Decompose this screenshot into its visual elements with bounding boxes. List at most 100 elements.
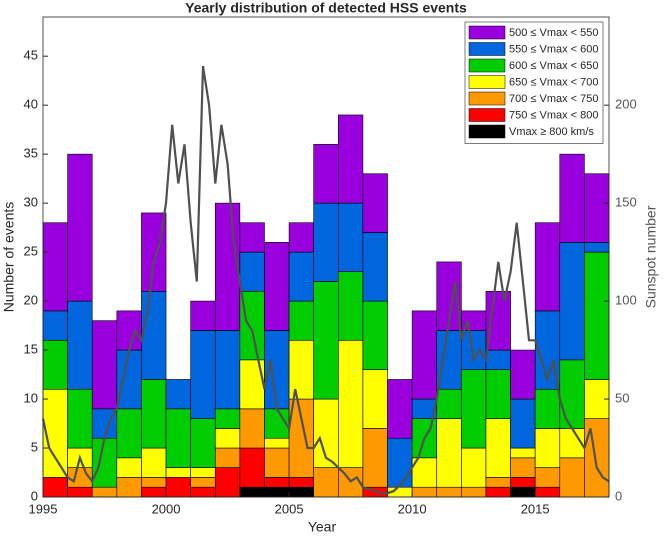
bar-segment — [165, 467, 191, 478]
bar-segment — [141, 486, 167, 498]
y-tick-label: 40 — [24, 97, 38, 112]
bar-segment — [510, 477, 536, 488]
bar-segment — [214, 447, 241, 468]
bar-segment — [510, 457, 536, 478]
x-tick-label: 2000 — [152, 501, 181, 516]
legend-swatch — [468, 124, 506, 139]
bar-segment — [91, 486, 118, 498]
bar-segment — [141, 447, 167, 478]
bar-segment — [264, 242, 290, 331]
bar-segment — [485, 477, 511, 488]
bar-segment — [214, 428, 241, 449]
bar-segment — [165, 477, 191, 498]
bar-segment — [485, 486, 511, 498]
bar-segment — [485, 349, 511, 370]
bar-segment — [338, 202, 364, 272]
bar-segment — [313, 202, 339, 282]
bar-segment — [190, 330, 216, 419]
y-tick-label: 35 — [24, 146, 38, 161]
x-axis-label: Year — [308, 519, 337, 535]
legend-swatch — [468, 25, 506, 40]
bar-segment — [313, 144, 339, 204]
y2-tick-label: 50 — [615, 390, 629, 405]
bar-segment — [190, 467, 216, 478]
y-tick-label: 30 — [24, 195, 38, 210]
legend-label: 550 ≤ Vmax < 600 — [509, 43, 599, 55]
bar-segment — [559, 457, 585, 498]
bar-segment — [362, 173, 388, 233]
bar-segment — [461, 486, 487, 498]
bar-segment — [116, 477, 142, 498]
y-tick-label: 15 — [24, 341, 38, 356]
bar-segment — [190, 486, 216, 498]
bar-segment — [485, 418, 511, 478]
sunspot-line — [41, 65, 610, 495]
plot-frame — [42, 16, 610, 498]
y2-tick-label: 150 — [615, 195, 637, 210]
legend: 500 ≤ Vmax < 550 550 ≤ Vmax < 600 600 ≤ Vm… — [464, 21, 604, 144]
bar-segment — [91, 437, 118, 488]
bar-segment — [42, 477, 68, 498]
bar-segment — [190, 477, 216, 488]
bar-segment — [116, 408, 142, 459]
bar-segment — [534, 486, 561, 498]
bar-segment — [165, 408, 191, 468]
bar-segment — [338, 271, 364, 341]
bar-segment — [141, 379, 167, 449]
bar-segment — [141, 477, 167, 488]
y-tick-label: 10 — [24, 390, 38, 405]
bar-segment — [67, 388, 93, 449]
bar-segment — [288, 398, 314, 478]
bar-segment — [559, 359, 585, 429]
bar-segment — [116, 349, 142, 410]
bar-segment — [584, 173, 610, 243]
bar-segment — [288, 477, 314, 488]
y2-tick-label: 200 — [615, 97, 637, 112]
bar-segment — [534, 467, 561, 488]
x-tick-label: 1995 — [29, 501, 58, 516]
legend-swatch — [468, 91, 506, 106]
bar-segment — [239, 251, 265, 292]
legend-label: 600 ≤ Vmax < 650 — [509, 60, 599, 72]
bar-segment — [239, 447, 265, 488]
bar-segment — [190, 300, 216, 331]
legend-label: 500 ≤ Vmax < 550 — [509, 27, 599, 39]
bar-segment — [559, 153, 585, 243]
bar-segment — [67, 486, 93, 498]
bar-segment — [436, 418, 462, 488]
legend-swatch — [468, 75, 506, 89]
bar-segment — [436, 486, 462, 498]
bar-segment — [288, 300, 314, 341]
y-axis-label: Number of events — [1, 202, 17, 313]
bar-segment — [485, 290, 511, 351]
bar-segment — [313, 281, 339, 400]
bar-segment — [411, 310, 438, 400]
bar-segment — [264, 447, 290, 478]
legend-label: 750 ≤ Vmax < 800 — [509, 109, 599, 121]
x-tick-label: 2015 — [521, 501, 550, 516]
y-tick-label: 0 — [31, 488, 38, 503]
bar-segment — [510, 447, 536, 459]
bar-segment — [42, 222, 68, 312]
bar-segment — [239, 408, 265, 449]
bar-segment — [534, 388, 561, 429]
bar-segment — [42, 310, 68, 341]
bar-segment — [116, 457, 142, 478]
bar-segment — [264, 477, 290, 488]
legend-swatch — [468, 108, 506, 122]
bar-segment — [67, 300, 93, 390]
bar-segment — [436, 388, 462, 419]
bar-segment — [42, 339, 68, 390]
legend-label: 700 ≤ Vmax < 750 — [509, 93, 599, 105]
y2-axis-label: Sunspot number — [643, 205, 659, 308]
bar-segment — [338, 339, 364, 468]
bar-segment — [534, 222, 561, 312]
chart-title: Yearly distribution of detected HSS even… — [185, 0, 467, 16]
bar-segment — [584, 418, 610, 498]
bar-segment — [141, 290, 167, 380]
bar-segment — [584, 242, 610, 253]
bar-segment — [239, 486, 265, 498]
bar-segment — [239, 222, 265, 253]
bar-segment — [91, 320, 118, 410]
